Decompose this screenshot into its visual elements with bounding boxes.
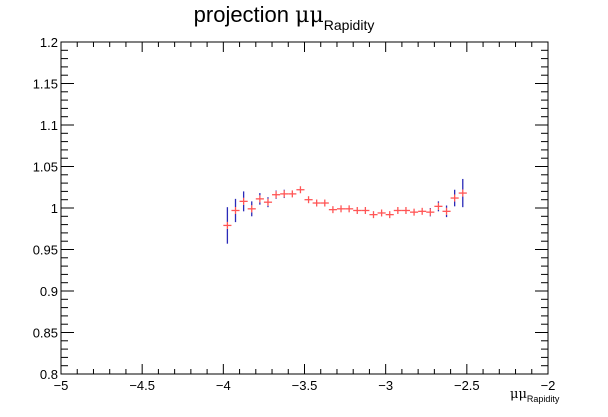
chart-title-sub: Rapidity xyxy=(324,17,375,33)
data-point xyxy=(458,178,467,208)
data-point xyxy=(320,199,329,207)
y-tick-label: 1.2 xyxy=(40,35,58,50)
y-tick-label: 0.95 xyxy=(33,243,58,258)
data-point xyxy=(410,208,419,216)
data-point xyxy=(393,206,402,214)
data-point xyxy=(336,205,346,213)
x-axis: −5 −4.5 −4 −3.5 −3 −2.5 −2 xyxy=(54,42,556,393)
data-point xyxy=(450,189,459,207)
x-tick-label: −3.5 xyxy=(292,378,318,393)
data-point xyxy=(328,206,337,214)
x-tick-label: −4 xyxy=(216,378,231,393)
data-marks xyxy=(223,178,467,244)
data-point xyxy=(304,196,313,204)
y-axis: 0.8 0.85 0.9 0.95 1 1.05 1.1 1.15 1.2 xyxy=(33,35,548,382)
data-point xyxy=(377,209,386,217)
data-point xyxy=(312,199,321,207)
data-point xyxy=(255,193,264,205)
data-point xyxy=(442,205,451,218)
data-point xyxy=(345,205,354,213)
y-tick-label: 0.85 xyxy=(33,326,58,341)
x-axis-label-greek: μμ xyxy=(510,387,527,402)
x-tick-label: −3 xyxy=(378,378,393,393)
x-axis-label: μμRapidity xyxy=(510,387,560,404)
data-point xyxy=(401,206,411,214)
y-tick-label: 0.9 xyxy=(40,284,58,299)
x-axis-label-sub: Rapidity xyxy=(527,394,560,404)
x-tick-label: −2 xyxy=(541,378,556,393)
x-tick-label: −5 xyxy=(54,378,69,393)
data-point xyxy=(288,190,297,198)
data-point xyxy=(272,190,281,199)
data-point xyxy=(385,211,394,219)
y-tick-label: 1.15 xyxy=(33,77,58,92)
data-point xyxy=(418,207,427,215)
y-tick-label: 1.1 xyxy=(40,118,58,133)
data-point xyxy=(369,211,378,219)
data-point xyxy=(239,191,248,212)
y-tick-label: 0.8 xyxy=(40,367,58,382)
plot-frame xyxy=(60,41,549,375)
data-point xyxy=(353,206,362,214)
data-point xyxy=(247,201,256,217)
data-point xyxy=(263,197,273,208)
chart-title-greek: μμ xyxy=(295,3,324,28)
data-point xyxy=(361,206,370,214)
chart-title-main: projection xyxy=(194,2,296,27)
data-point xyxy=(296,186,305,194)
data-point xyxy=(223,207,232,244)
x-tick-label: −2.5 xyxy=(454,378,480,393)
y-tick-label: 1 xyxy=(51,201,58,216)
data-point xyxy=(231,198,240,223)
y-tick-label: 1.05 xyxy=(33,160,58,175)
data-point xyxy=(280,189,289,199)
data-point xyxy=(434,201,443,212)
x-tick-label: −4.5 xyxy=(129,378,155,393)
chart-title: projection μμRapidity xyxy=(194,2,375,33)
data-point xyxy=(426,208,435,217)
